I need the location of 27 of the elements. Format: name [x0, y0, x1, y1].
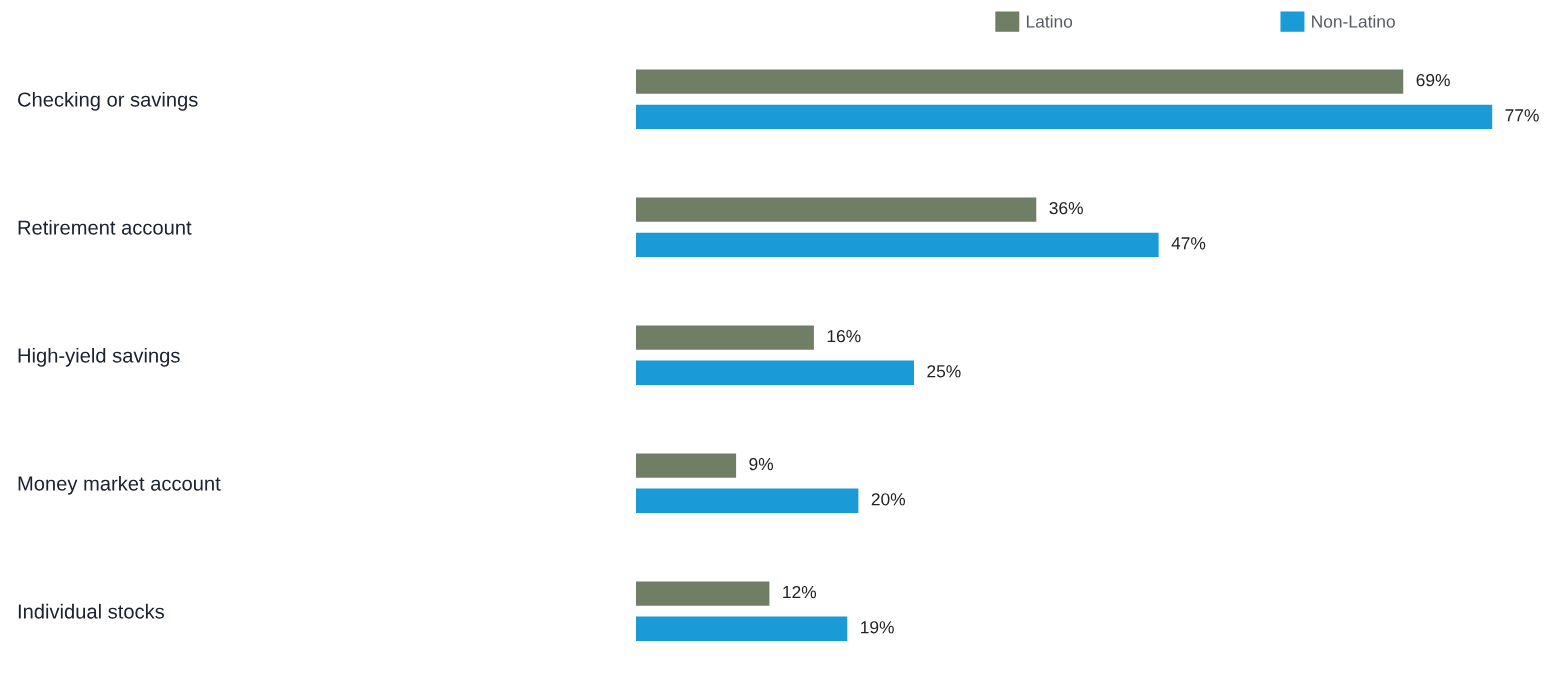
data-label: 16%: [827, 329, 861, 343]
y-tick-label: Retirement account: [18, 219, 192, 235]
data-label: 12%: [783, 585, 817, 599]
legend-label: Latino: [1026, 14, 1073, 28]
bar: [636, 104, 1493, 129]
bar: [636, 325, 814, 350]
data-label: 77%: [1505, 109, 1539, 122]
bar: [636, 69, 1404, 94]
bar: [636, 360, 914, 385]
data-label: 9%: [749, 457, 774, 471]
y-tick-label: Money market account: [18, 475, 221, 495]
data-label: 47%: [1171, 237, 1206, 250]
y-tick-label: High-yield savings: [18, 347, 180, 367]
bar: [636, 197, 1037, 222]
bar: [636, 453, 737, 478]
data-label: 25%: [927, 365, 961, 378]
data-label: 36%: [1049, 201, 1083, 215]
legend-label: Non-Latino: [1312, 14, 1395, 28]
bar: [636, 488, 859, 513]
bar: [636, 581, 770, 606]
data-label: 19%: [861, 621, 894, 634]
y-tick-label: Checking or savings: [18, 91, 198, 111]
data-label: 69%: [1416, 73, 1450, 87]
bar: [636, 232, 1159, 257]
bar: [636, 616, 848, 641]
y-tick-label: Individual stocks: [18, 603, 165, 619]
data-label: 20%: [871, 493, 906, 506]
